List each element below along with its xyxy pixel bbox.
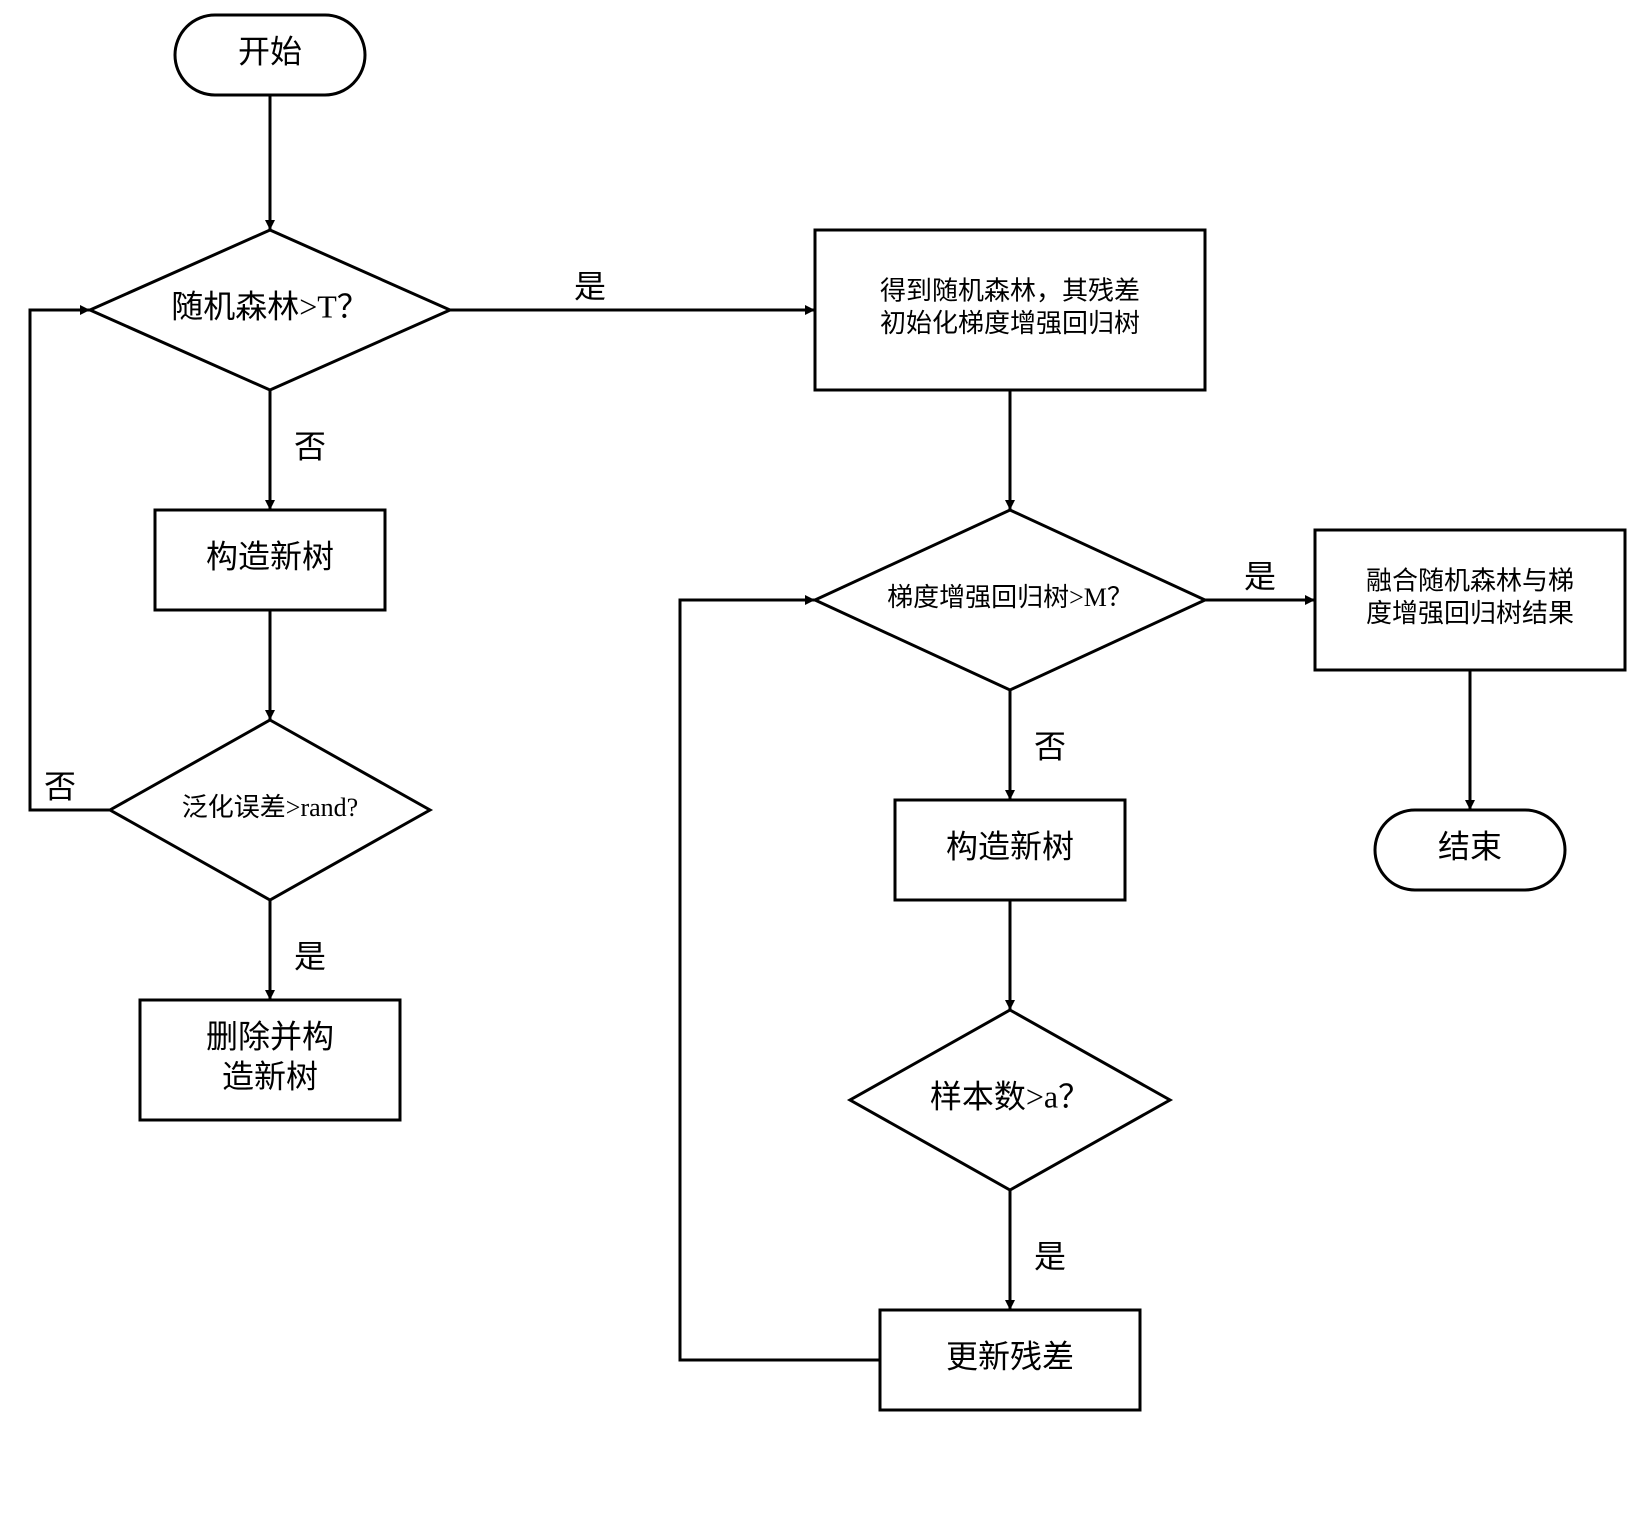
node-label: 样本数>a？	[930, 1078, 1090, 1114]
node-label: 删除并构	[206, 1018, 334, 1054]
edge-label-d3-p6: 是	[1244, 558, 1276, 594]
edge-p5-d3	[680, 600, 880, 1360]
node-label: 造新树	[222, 1058, 318, 1094]
node-label: 泛化误差>rand?	[182, 793, 358, 822]
node-label: 融合随机森林与梯	[1366, 567, 1574, 596]
node-label: 构造新树	[206, 538, 334, 574]
node-label: 度增强回归树结果	[1366, 599, 1574, 628]
node-label: 梯度增强回归树>M？	[887, 583, 1133, 612]
edge-label-d4-p5: 是	[1034, 1238, 1066, 1274]
flowchart-canvas: 否是否是否是是开始随机森林>T？构造新树泛化误差>rand?删除并构造新树得到随…	[0, 0, 1648, 1526]
edge-label-d1-p3: 是	[574, 268, 606, 304]
node-label: 开始	[238, 33, 302, 69]
edge-label-d1-p1: 否	[294, 428, 326, 464]
node-label: 初始化梯度增强回归树	[880, 309, 1140, 338]
node-label: 结束	[1438, 828, 1502, 864]
edge-d2-d1	[30, 310, 110, 810]
node-label: 得到随机森林，其残差	[880, 277, 1140, 306]
node-label: 随机森林>T？	[171, 288, 369, 324]
node-label: 构造新树	[946, 828, 1074, 864]
edge-label-d3-p4: 否	[1034, 728, 1066, 764]
edge-label-d2-d1: 否	[44, 768, 76, 804]
node-label: 更新残差	[946, 1338, 1074, 1374]
edge-label-d2-p2: 是	[294, 938, 326, 974]
